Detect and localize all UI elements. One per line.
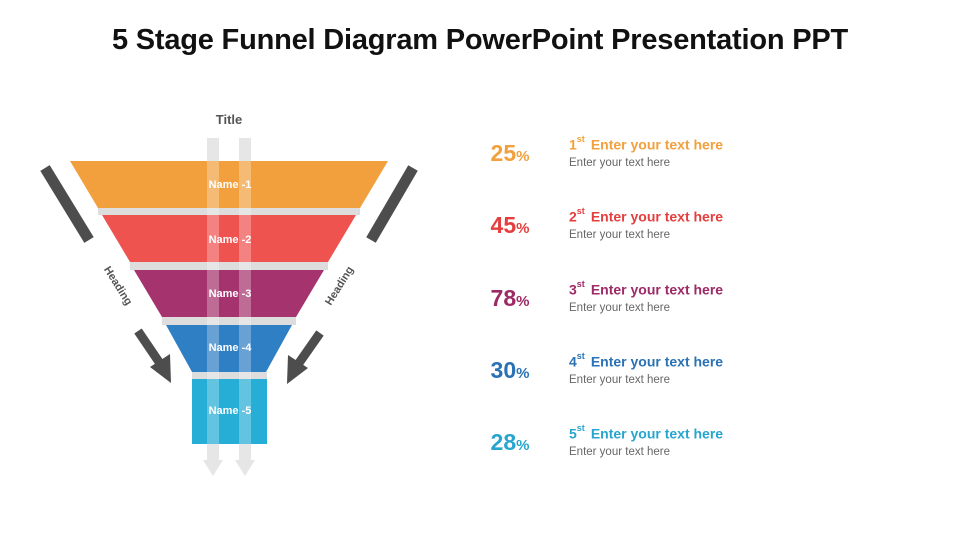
item-description-5: Enter your text here	[569, 446, 670, 458]
item-description-3: Enter your text here	[569, 302, 670, 314]
funnel-stage-4	[166, 325, 292, 372]
item-heading-5: 5st Enter your text here	[569, 423, 724, 442]
ordinal-suffix: st	[576, 206, 585, 216]
ordinal-number: 4	[569, 353, 577, 370]
item-percentage-1: 25%	[470, 140, 550, 167]
flow-arrow-right-head	[235, 460, 255, 476]
flow-arrow-right-tail	[239, 444, 251, 460]
flow-arrow-left-head	[203, 460, 223, 476]
item-heading-2: 2st Enter your text here	[569, 206, 724, 225]
percentage-unit: %	[516, 220, 530, 237]
heading-text: Enter your text here	[590, 281, 724, 298]
item-percentage-5: 28%	[470, 429, 550, 456]
item-description-2: Enter your text here	[569, 229, 670, 241]
heading-text: Enter your text here	[590, 136, 724, 153]
right-down-arrow-icon	[287, 330, 324, 384]
heading-text: Enter your text here	[590, 353, 724, 370]
flow-arrow-left-cap	[207, 138, 219, 161]
item-description-1: Enter your text here	[569, 157, 670, 169]
stage-label-2: Name -2	[208, 234, 252, 246]
right-side-bar	[366, 165, 418, 243]
item-percentage-4: 30%	[470, 357, 550, 384]
ordinal-number: 3	[569, 281, 577, 298]
heading-text: Enter your text here	[590, 208, 724, 225]
percentage-unit: %	[516, 293, 530, 310]
heading-text: Enter your text here	[590, 425, 724, 442]
funnel-stage-2	[102, 215, 356, 262]
percentage-unit: %	[516, 437, 530, 454]
stage-label-4: Name -4	[208, 342, 252, 354]
item-heading-3: 3st Enter your text here	[569, 279, 724, 298]
ordinal-suffix: st	[576, 279, 585, 289]
flow-arrow-left-tail	[207, 444, 219, 460]
item-percentage-2: 45%	[470, 212, 550, 239]
stage-separator	[98, 208, 360, 215]
funnel-title: Title	[215, 112, 243, 127]
stage-label-5: Name -5	[208, 405, 252, 417]
percentage-value: 28	[490, 429, 517, 455]
stage-label-1: Name -1	[208, 179, 252, 191]
stage-separator	[162, 317, 296, 325]
percentage-value: 30	[490, 357, 517, 383]
left-down-arrow-icon	[134, 328, 171, 383]
ordinal-suffix: st	[576, 351, 585, 361]
item-description-4: Enter your text here	[569, 374, 670, 386]
stage-separator	[130, 262, 328, 270]
funnel-stage-5	[192, 379, 267, 444]
ordinal-suffix: st	[576, 134, 585, 144]
ordinal-number: 1	[569, 136, 577, 153]
stage-label-3: Name -3	[208, 288, 252, 300]
funnel-stage-1	[70, 161, 388, 208]
percentage-value: 45	[490, 212, 517, 238]
stage-separator	[192, 372, 267, 379]
page-title: 5 Stage Funnel Diagram PowerPoint Presen…	[111, 24, 849, 56]
item-heading-4: 4st Enter your text here	[569, 351, 724, 370]
item-percentage-3: 78%	[470, 285, 550, 312]
left-side-bar	[40, 165, 94, 243]
flow-arrow-right-cap	[239, 138, 251, 161]
funnel-stage-3	[134, 270, 324, 317]
percentage-unit: %	[516, 148, 530, 165]
percentage-unit: %	[516, 365, 530, 382]
item-heading-1: 1st Enter your text here	[569, 134, 724, 153]
percentage-value: 78	[490, 285, 517, 311]
percentage-value: 25	[490, 140, 517, 166]
ordinal-suffix: st	[576, 423, 585, 433]
ordinal-number: 5	[569, 425, 577, 442]
ordinal-number: 2	[569, 208, 577, 225]
